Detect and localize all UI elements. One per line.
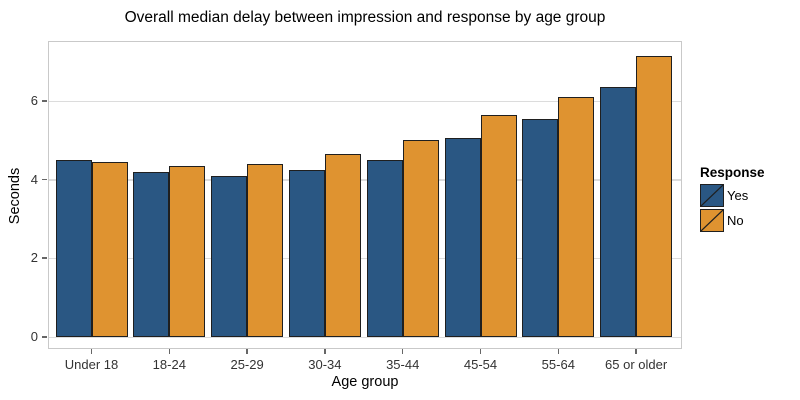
x-tick-label-2: 18-24 bbox=[152, 357, 186, 372]
chart-title: Overall median delay between impression … bbox=[124, 9, 606, 26]
x-tick-8 bbox=[635, 349, 637, 354]
x-tick-label-1: Under 18 bbox=[64, 357, 119, 372]
bar-yes-4 bbox=[288, 169, 325, 337]
x-tick-label-7: 55-64 bbox=[541, 357, 575, 372]
y-tick-2 bbox=[42, 257, 47, 259]
gridline-y-4 bbox=[49, 179, 681, 181]
x-axis-title: Age group bbox=[331, 374, 399, 390]
legend-item-yes: Yes bbox=[700, 184, 765, 207]
bar-yes-7 bbox=[522, 118, 559, 337]
bar-no-3 bbox=[247, 163, 284, 337]
y-tick-label-2: 2 bbox=[30, 250, 38, 266]
plot-panel bbox=[48, 41, 682, 349]
bar-no-5 bbox=[402, 140, 439, 337]
x-tick-label-8: 65 or older bbox=[605, 357, 668, 372]
legend-swatch-no bbox=[700, 209, 724, 232]
x-tick-4 bbox=[324, 349, 326, 354]
y-tick-4 bbox=[42, 178, 47, 181]
bar-no-1 bbox=[91, 161, 128, 337]
legend-items: Yes No bbox=[700, 184, 765, 232]
bar-no-7 bbox=[558, 97, 595, 337]
x-tick-5 bbox=[401, 349, 404, 354]
y-tick-label-6: 6 bbox=[30, 93, 38, 109]
gridline-y-6 bbox=[49, 100, 681, 103]
x-tick-2 bbox=[168, 349, 171, 354]
x-tick-label-5: 35-44 bbox=[386, 357, 420, 372]
x-tick-6 bbox=[479, 349, 482, 354]
y-axis-title: Seconds bbox=[7, 167, 23, 225]
diagonal-line-icon bbox=[700, 184, 724, 207]
bar-no-8 bbox=[636, 55, 673, 337]
bar-yes-8 bbox=[600, 87, 637, 337]
bar-no-2 bbox=[169, 165, 206, 337]
bar-yes-3 bbox=[211, 175, 248, 337]
bar-no-6 bbox=[480, 114, 517, 337]
x-tick-1 bbox=[90, 349, 93, 354]
y-tick-label-0: 0 bbox=[30, 329, 38, 344]
x-tick-7 bbox=[557, 349, 560, 354]
legend-title: Response bbox=[700, 165, 765, 180]
x-tick-label-6: 45-54 bbox=[463, 357, 498, 372]
bar-yes-6 bbox=[444, 138, 481, 337]
diagonal-line-icon bbox=[700, 209, 724, 232]
x-tick-label-3: 25-29 bbox=[230, 357, 264, 372]
x-tick-label-4: 30-34 bbox=[308, 357, 342, 372]
x-tick-3 bbox=[246, 349, 248, 354]
bar-yes-1 bbox=[55, 160, 92, 337]
legend-label-no: No bbox=[727, 213, 744, 228]
bar-no-4 bbox=[324, 154, 361, 337]
gridline-y-2 bbox=[49, 257, 681, 260]
legend-swatch-yes bbox=[700, 184, 724, 207]
y-tick-0 bbox=[42, 336, 47, 338]
bar-yes-5 bbox=[366, 160, 403, 337]
gridline-y-0 bbox=[49, 336, 681, 338]
legend-item-no: No bbox=[700, 209, 765, 232]
legend-label-yes: Yes bbox=[727, 188, 749, 203]
bar-yes-2 bbox=[133, 171, 170, 337]
legend: Response Yes No bbox=[700, 165, 765, 234]
y-tick-6 bbox=[42, 100, 47, 102]
